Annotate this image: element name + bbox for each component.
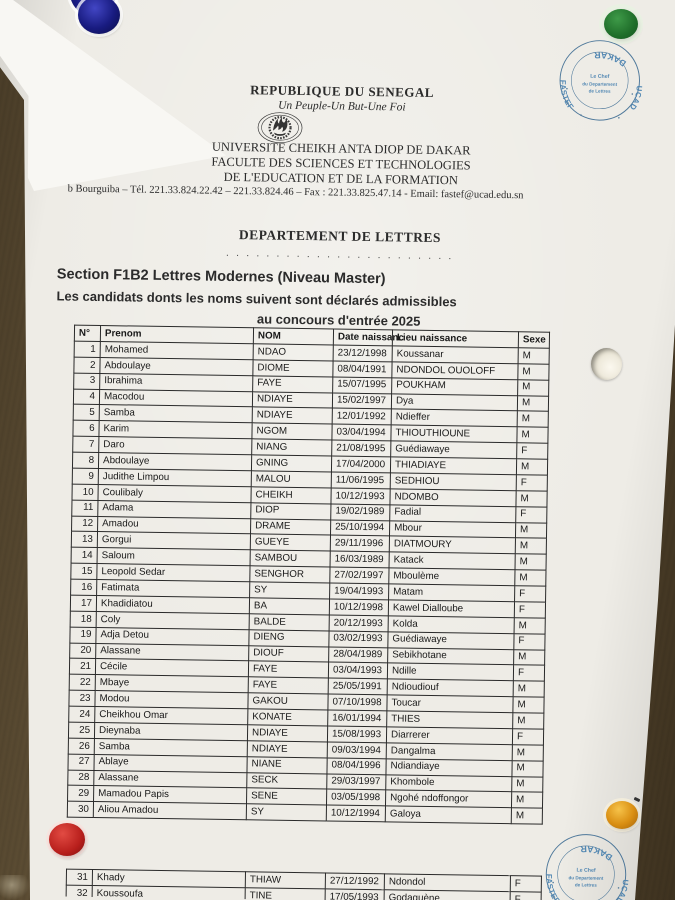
- svg-text:FASTEF: FASTEF: [558, 80, 576, 112]
- svg-text:de Lettres: de Lettres: [575, 882, 597, 887]
- svg-text:du Departement: du Departement: [568, 875, 603, 881]
- svg-text:de Lettres: de Lettres: [589, 88, 611, 93]
- svg-text:UCAD: UCAD: [614, 879, 630, 900]
- svg-text:DAKAR: DAKAR: [579, 844, 614, 863]
- svg-text:du Departement: du Departement: [582, 81, 617, 87]
- svg-text:Le Chef: Le Chef: [576, 868, 595, 874]
- svg-text:UCAD: UCAD: [628, 85, 644, 112]
- svg-text:DAKAR: DAKAR: [593, 50, 628, 69]
- svg-text:Le Chef: Le Chef: [590, 74, 609, 80]
- svg-text:FASTEF: FASTEF: [544, 874, 562, 900]
